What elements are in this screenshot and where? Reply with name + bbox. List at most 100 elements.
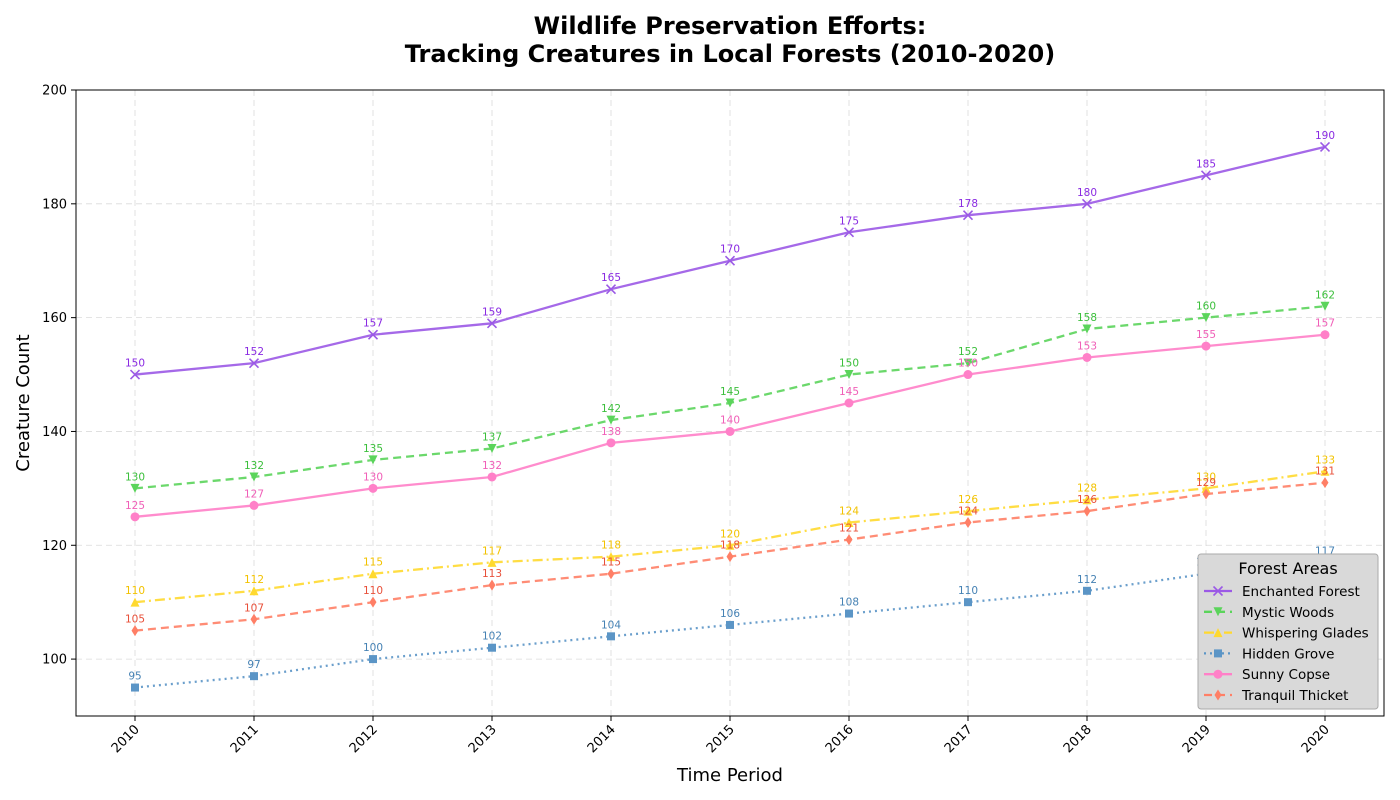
marker-diamond (1214, 689, 1222, 701)
data-label: 125 (125, 500, 145, 512)
marker-x (1200, 170, 1212, 181)
data-label: 135 (363, 443, 383, 455)
data-label: 131 (1315, 466, 1335, 478)
marker-triangle-down (249, 472, 259, 482)
data-label: 113 (482, 568, 502, 580)
marker-x-stroke (605, 284, 617, 295)
marker-triangle-up (606, 552, 616, 562)
marker-square (131, 683, 139, 692)
marker-x-stroke (129, 369, 141, 380)
data-label: 110 (958, 585, 978, 597)
data-label: 130 (1196, 471, 1216, 483)
legend-label: Whispering Glades (1242, 626, 1369, 642)
data-label: 112 (1077, 574, 1097, 586)
marker-triangle-up (725, 540, 735, 550)
marker-x (962, 210, 974, 221)
marker-triangle-down (606, 415, 616, 425)
y-axis-label: Creature Count (13, 334, 34, 471)
legend: Forest Areas Enchanted Forest Mystic Wood… (1197, 553, 1379, 710)
marker-x (1212, 585, 1224, 597)
data-label: 104 (601, 619, 621, 631)
data-label: 150 (958, 358, 978, 370)
data-label: 120 (720, 528, 740, 540)
marker-triangle-up (1082, 495, 1092, 505)
data-label: 95 (128, 671, 141, 683)
y-tick-label: 100 (42, 653, 67, 668)
marker-x-stroke (1200, 170, 1212, 181)
marker-x (1081, 198, 1093, 209)
marker-triangle-down (725, 398, 735, 408)
marker-x (248, 358, 260, 369)
marker-x-stroke (1212, 585, 1224, 597)
data-label: 107 (244, 602, 264, 614)
marker-x-stroke (1319, 141, 1331, 152)
marker-circle (487, 472, 497, 482)
marker-x (486, 318, 498, 329)
marker-x-stroke (486, 318, 498, 329)
marker-square (964, 598, 972, 607)
series-sunny-copse: 125 127 130 132 138 140 145 150 153 155 157 (125, 318, 1335, 522)
data-label: 178 (958, 198, 978, 210)
data-label: 132 (244, 460, 264, 472)
marker-square (1214, 649, 1222, 658)
data-label: 126 (1077, 494, 1097, 506)
data-label: 115 (601, 557, 621, 569)
data-label: 112 (244, 574, 264, 586)
legend-box (1197, 553, 1379, 710)
data-label: 126 (958, 494, 978, 506)
marker-diamond (250, 613, 258, 625)
x-tick-label: 2012 (347, 722, 381, 756)
marker-square (250, 672, 258, 681)
data-label: 97 (247, 659, 260, 671)
data-label: 130 (125, 471, 145, 483)
marker-x-stroke (724, 255, 736, 266)
data-label: 137 (482, 432, 502, 444)
marker-diamond (1202, 488, 1210, 500)
data-label: 158 (1077, 312, 1097, 324)
data-label: 105 (125, 614, 145, 626)
data-label: 102 (482, 631, 502, 643)
marker-triangle-up (1201, 483, 1211, 493)
marker-x-stroke (367, 329, 379, 340)
x-tick-label: 2016 (823, 722, 857, 756)
x-tick-label: 2019 (1180, 722, 1214, 756)
marker-triangle-down (130, 483, 140, 493)
x-tick-label: 2013 (466, 722, 500, 756)
marker-x (843, 227, 855, 238)
data-label: 110 (125, 585, 145, 597)
data-label: 152 (244, 346, 264, 358)
data-label: 160 (1196, 301, 1216, 313)
legend-items: Enchanted Forest Mystic Woods Whispering G… (1204, 584, 1369, 704)
marker-diamond (488, 579, 496, 591)
x-tick-label: 2020 (1299, 722, 1333, 756)
data-label: 118 (720, 540, 740, 552)
data-label: 170 (720, 244, 740, 256)
y-tick-label: 160 (42, 311, 67, 326)
marker-triangle-up (249, 586, 259, 596)
axes: 2010 2011 2012 2013 2014 2015 2016 2017 2018 2019… (42, 84, 1333, 757)
data-label: 132 (482, 460, 502, 472)
marker-triangle-down (1082, 324, 1092, 334)
marker-circle (249, 500, 259, 510)
marker-diamond (726, 551, 734, 563)
data-label: 133 (1315, 454, 1335, 466)
data-label: 145 (839, 386, 859, 398)
marker-triangle-up (130, 597, 140, 607)
legend-title: Forest Areas (1238, 559, 1337, 578)
data-label: 127 (244, 488, 264, 500)
marker-square (607, 632, 615, 641)
marker-diamond (845, 534, 853, 546)
x-tick-label: 2015 (704, 722, 738, 756)
marker-diamond (369, 596, 377, 608)
marker-triangle-down (487, 444, 497, 454)
data-label: 110 (363, 585, 383, 597)
marker-triangle-down (1320, 301, 1330, 311)
y-tick-label: 140 (42, 425, 67, 440)
marker-x-stroke (248, 358, 260, 369)
marker-x (724, 255, 736, 266)
